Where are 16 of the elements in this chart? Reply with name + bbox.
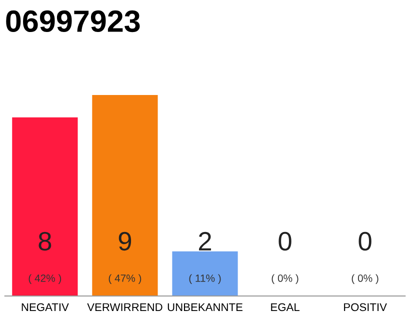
data-label: 2 bbox=[198, 232, 212, 250]
data-label: 0 bbox=[278, 232, 292, 251]
data-label: 0 bbox=[358, 232, 372, 251]
x-tick-label: UNBEKANNTE bbox=[168, 303, 242, 312]
x-tick-label: NEGATIV bbox=[22, 303, 69, 312]
x-tick-label: POSITIV bbox=[344, 303, 387, 312]
annotation: ( 42% ) bbox=[28, 274, 62, 284]
x-tick-label: EGAL bbox=[271, 303, 300, 312]
annotation: ( 11% ) bbox=[189, 274, 221, 284]
data-label: 8 bbox=[38, 232, 52, 251]
annotation: ( 0% ) bbox=[272, 274, 298, 284]
data-label: 9 bbox=[118, 232, 132, 251]
annotation: ( 0% ) bbox=[352, 274, 378, 284]
chart-title: 06997923 bbox=[6, 10, 140, 32]
x-tick-label: VERWIRREND bbox=[87, 303, 162, 311]
annotation: ( 47% ) bbox=[108, 274, 142, 284]
